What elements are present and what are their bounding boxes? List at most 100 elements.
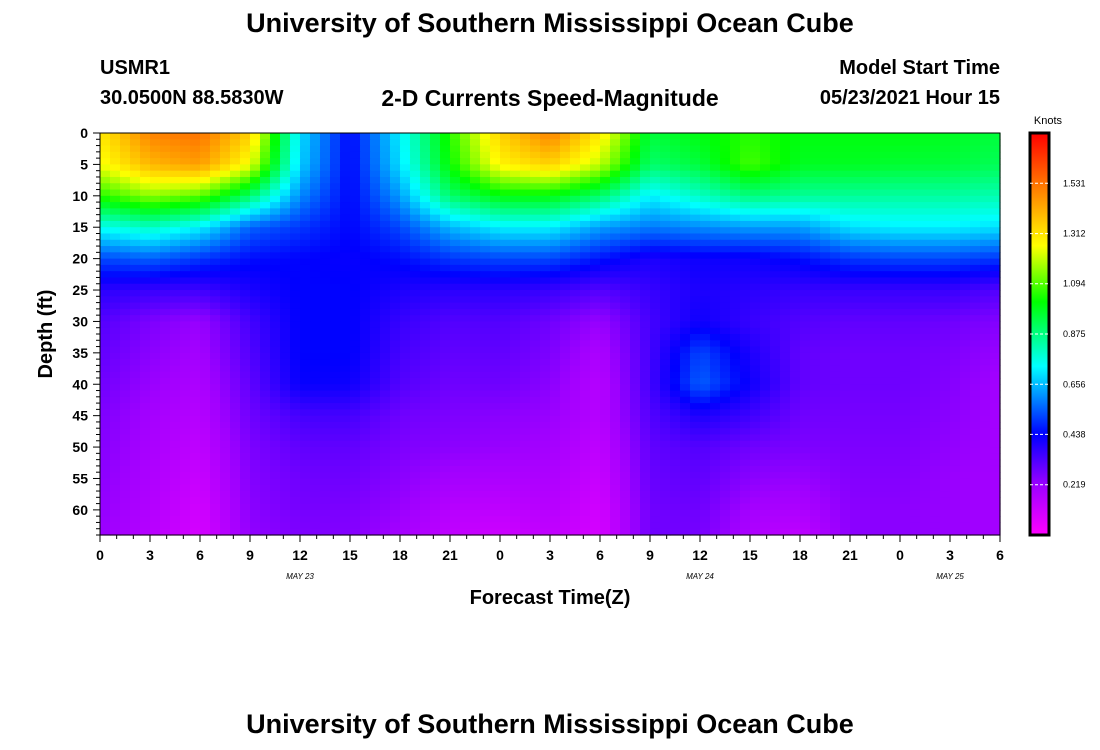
heatmap-cell <box>800 252 811 260</box>
heatmap-cell <box>350 164 361 172</box>
heatmap-cell <box>160 359 171 367</box>
heatmap-cell <box>210 440 221 448</box>
heatmap-cell <box>170 440 181 448</box>
heatmap-cell <box>500 340 511 348</box>
heatmap-cell <box>680 447 691 454</box>
heatmap-cell <box>620 308 631 316</box>
heatmap-cell <box>960 377 971 385</box>
heatmap-cell <box>620 465 631 473</box>
heatmap-cell <box>710 453 721 461</box>
heatmap-cell <box>480 139 491 147</box>
heatmap-cell <box>200 158 211 166</box>
heatmap-cell <box>590 340 601 348</box>
heatmap-cell <box>460 340 471 348</box>
heatmap-cell <box>620 271 631 279</box>
heatmap-cell <box>270 472 281 480</box>
heatmap-cell <box>830 359 841 367</box>
heatmap-cell <box>950 396 961 404</box>
heatmap-cell <box>680 246 691 253</box>
heatmap-cell <box>110 176 121 184</box>
heatmap-cell <box>770 403 781 410</box>
heatmap-cell <box>260 346 271 354</box>
heatmap-cell <box>540 170 551 178</box>
heatmap-cell <box>980 233 991 241</box>
heatmap-cell <box>770 208 781 216</box>
heatmap-cell <box>670 164 681 172</box>
heatmap-cell <box>270 277 281 285</box>
heatmap-cell <box>890 296 901 304</box>
heatmap-cell <box>120 277 131 285</box>
heatmap-cell <box>370 233 381 241</box>
heatmap-cell <box>410 359 421 367</box>
heatmap-cell <box>120 170 131 178</box>
heatmap-cell <box>410 396 421 404</box>
heatmap-cell <box>960 472 971 480</box>
heatmap-cell <box>640 396 651 404</box>
heatmap-cell <box>220 283 231 291</box>
heatmap-cell <box>810 139 821 147</box>
heatmap-cell <box>230 465 241 473</box>
heatmap-cell <box>970 176 981 184</box>
heatmap-cell <box>400 365 411 373</box>
heatmap-cell <box>390 302 401 310</box>
heatmap-cell <box>470 440 481 448</box>
heatmap-cell <box>300 214 311 222</box>
heatmap-cell <box>360 465 371 473</box>
heatmap-cell <box>700 428 711 436</box>
heatmap-cell <box>900 321 911 329</box>
heatmap-cell <box>540 227 551 235</box>
heatmap-cell <box>840 472 851 480</box>
heatmap-cell <box>670 465 681 473</box>
heatmap-cell <box>800 290 811 297</box>
heatmap-cell <box>250 377 261 385</box>
heatmap-cell <box>290 164 301 172</box>
heatmap-cell <box>630 415 641 423</box>
heatmap-cell <box>550 183 561 191</box>
heatmap-cell <box>170 352 181 360</box>
heatmap-cell <box>280 264 291 272</box>
heatmap-cell <box>140 208 151 216</box>
heatmap-cell <box>600 208 611 216</box>
heatmap-cell <box>180 365 191 373</box>
heatmap-cell <box>650 290 661 297</box>
heatmap-cell <box>350 308 361 316</box>
heatmap-cell <box>880 214 891 222</box>
heatmap-cell <box>860 151 871 159</box>
heatmap-cell <box>370 139 381 147</box>
heatmap-cell <box>280 340 291 348</box>
heatmap-cell <box>950 403 961 410</box>
heatmap-cell <box>950 145 961 153</box>
heatmap-cell <box>130 472 141 480</box>
heatmap-cell <box>580 246 591 253</box>
heatmap-cell <box>960 384 971 392</box>
heatmap-cell <box>890 365 901 373</box>
heatmap-cell <box>110 189 121 197</box>
heatmap-cell <box>300 377 311 385</box>
heatmap-cell <box>690 290 701 297</box>
heatmap-cell <box>430 170 441 178</box>
heatmap-cell <box>480 145 491 153</box>
heatmap-cell <box>820 277 831 285</box>
heatmap-cell <box>380 208 391 216</box>
heatmap-cell <box>150 334 161 341</box>
heatmap-cell <box>910 359 921 367</box>
heatmap-cell <box>980 133 991 140</box>
heatmap-cell <box>240 208 251 216</box>
heatmap-cell <box>170 133 181 140</box>
heatmap-cell <box>150 428 161 436</box>
heatmap-cell <box>870 415 881 423</box>
heatmap-cell <box>310 202 321 209</box>
heatmap-cell <box>100 195 111 203</box>
heatmap-cell <box>850 164 861 172</box>
heatmap-cell <box>920 447 931 454</box>
heatmap-cell <box>700 302 711 310</box>
heatmap-cell <box>750 321 761 329</box>
heatmap-cell <box>940 365 951 373</box>
heatmap-cell <box>310 453 321 461</box>
heatmap-cell <box>680 308 691 316</box>
heatmap-cell <box>280 447 291 454</box>
heatmap-cell <box>810 365 821 373</box>
heatmap-cell <box>490 384 501 392</box>
heatmap-cell <box>210 183 221 191</box>
heatmap-cell <box>980 472 991 480</box>
